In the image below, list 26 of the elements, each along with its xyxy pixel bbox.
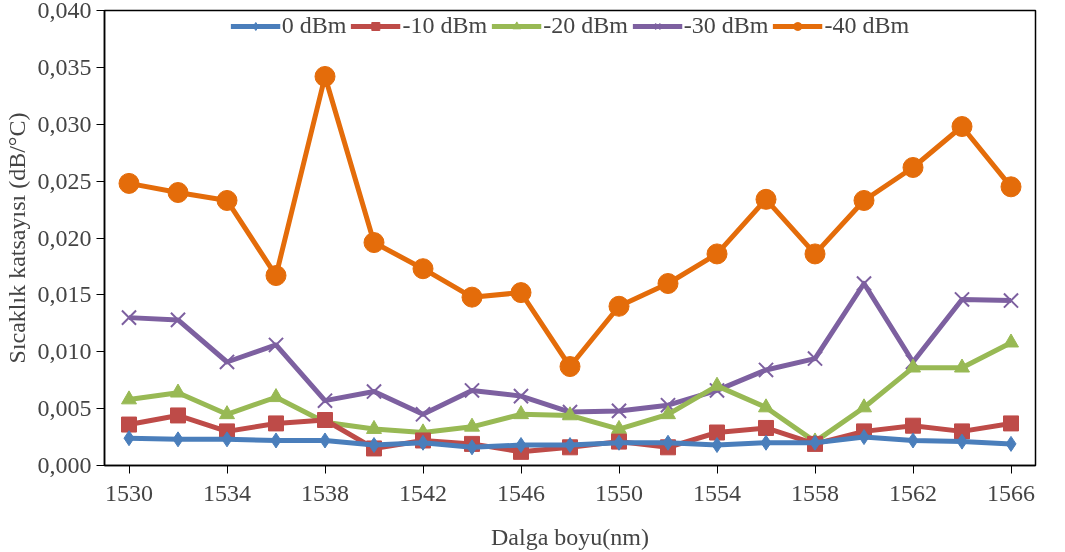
legend-label: -40 dBm (824, 12, 910, 39)
x-tick-label: 1546 (497, 479, 545, 506)
legend-label: 0 dBm (281, 12, 347, 39)
y-tick-label: 0,025 (37, 167, 92, 194)
legend-label: -30 dBm (683, 12, 769, 39)
x-tick-label: 1550 (595, 479, 643, 506)
y-tick-label: 0,010 (37, 338, 92, 365)
x-axis-title: Dalga boyu(nm) (491, 523, 649, 550)
x-tick-label: 1534 (203, 479, 251, 506)
x-tick-label: 1558 (791, 479, 839, 506)
y-tick-label: 0,000 (37, 452, 92, 478)
y-tick-label: 0,015 (37, 281, 92, 308)
y-tick-label: 0,005 (37, 395, 92, 422)
y-tick-label: 0,030 (37, 110, 92, 137)
y-axis-title: Sıcaklık katsayısı (dB/°C) (3, 112, 30, 364)
y-tick-label: 0,035 (37, 53, 92, 80)
legend-label: -10 dBm (402, 12, 488, 39)
x-tick-label: 1566 (987, 479, 1035, 506)
y-tick-label: 0,020 (37, 224, 92, 251)
x-tick-label: 1538 (301, 479, 349, 506)
y-tick-label: 0,040 (37, 0, 92, 23)
x-tick-label: 1530 (105, 479, 153, 506)
x-tick-label: 1562 (889, 479, 937, 506)
x-tick-label: 1542 (399, 479, 447, 506)
legend-label: -20 dBm (543, 12, 628, 39)
x-tick-label: 1554 (693, 479, 741, 506)
